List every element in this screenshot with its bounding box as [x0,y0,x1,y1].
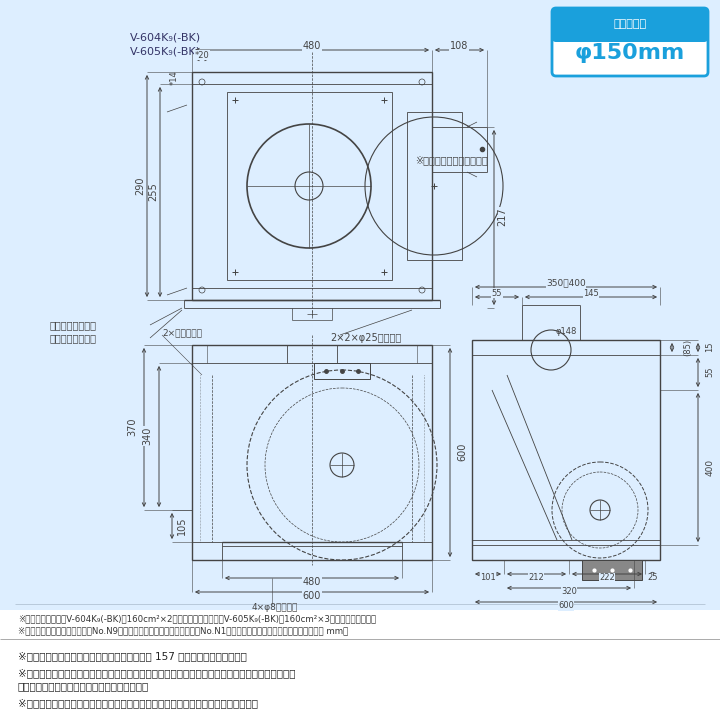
Text: 25: 25 [648,574,658,582]
Bar [582,560,642,580]
Bar [407,112,462,260]
Text: 145: 145 [583,289,599,297]
Text: ※電動給気シャッターとの結線方法については 157 ページをご覧ください。: ※電動給気シャッターとの結線方法については 157 ページをご覧ください。 [18,651,247,661]
Bar [314,363,370,379]
Text: 350～400: 350～400 [546,279,586,287]
Text: ※色調は（ホワイト）マンセルNo.N9（近似色）、（ブラック）マンセルNo.N1（近似色）（但し半ツヤ相当品）　（単位 mm）: ※色調は（ホワイト）マンセルNo.N9（近似色）、（ブラック）マンセルNo.N1… [18,626,348,635]
Text: 400: 400 [706,459,714,476]
Text: 600: 600 [303,591,321,601]
Text: ※レンジフードファンの設置にあたっては火災予防条例をはじめ法規制があります。: ※レンジフードファンの設置にあたっては火災予防条例をはじめ法規制があります。 [18,698,258,708]
Bar [227,92,392,280]
Text: 255: 255 [148,183,158,202]
Text: 出力接続用コネクターに接続してください。: 出力接続用コネクターに接続してください。 [18,681,149,691]
Text: 4×φ8取付用穴: 4×φ8取付用穴 [252,603,298,613]
Bar [472,340,660,560]
Text: 222: 222 [599,574,615,582]
Text: 108: 108 [450,41,468,51]
Text: 右・左配管の場合: 右・左配管の場合 [50,333,97,343]
Text: 15: 15 [706,342,714,352]
Text: ※はダクト接続口可動寸法: ※はダクト接続口可動寸法 [415,155,487,165]
Text: ※電動給気シャッターに接続する場合は、別売の電動給気シャッター連動コードを商品本体の連動: ※電動給気シャッターに接続する場合は、別売の電動給気シャッター連動コードを商品本… [18,668,295,678]
Text: *14: *14 [169,71,179,86]
Text: 55: 55 [706,366,714,377]
Text: *20: *20 [194,50,210,60]
Text: 2×本体仮止穴: 2×本体仮止穴 [162,328,202,338]
Text: 480: 480 [303,41,321,51]
Text: 212: 212 [528,574,544,582]
Text: 2×2×φ25天吹用穴: 2×2×φ25天吹用穴 [330,333,401,343]
Text: 後・上配管の場合: 後・上配管の場合 [50,320,97,330]
Text: 290: 290 [135,176,145,195]
Text: 600: 600 [558,601,574,611]
Text: 105: 105 [177,517,187,535]
Bar [558,26,702,40]
Bar [0,610,720,720]
Text: 101: 101 [480,574,496,582]
Text: 217: 217 [497,207,507,226]
FancyBboxPatch shape [552,8,708,42]
Text: V-605K₉(-BK): V-605K₉(-BK) [130,47,201,57]
Bar [192,345,432,560]
Text: 340: 340 [142,427,152,445]
Bar [0,639,720,720]
Text: V-604K₉(-BK): V-604K₉(-BK) [130,33,201,43]
Text: 接続パイプ: 接続パイプ [613,19,647,29]
FancyBboxPatch shape [552,8,708,76]
Text: φ148: φ148 [556,328,577,336]
Text: (85): (85) [683,338,693,356]
Bar [192,72,432,300]
Text: ※グリル開口面積はV-604K₉(-BK)　160cm²×2枚（フィルター部）、V-605K₉(-BK)　160cm²×3枚（フィルター部）: ※グリル開口面積はV-604K₉(-BK) 160cm²×2枚（フィルター部）、… [18,614,376,623]
Text: 480: 480 [303,577,321,587]
Text: φ150mm: φ150mm [575,43,685,63]
Text: 320: 320 [561,588,577,596]
Text: 600: 600 [457,443,467,462]
Text: 370: 370 [127,418,137,436]
Text: 55: 55 [492,289,503,297]
